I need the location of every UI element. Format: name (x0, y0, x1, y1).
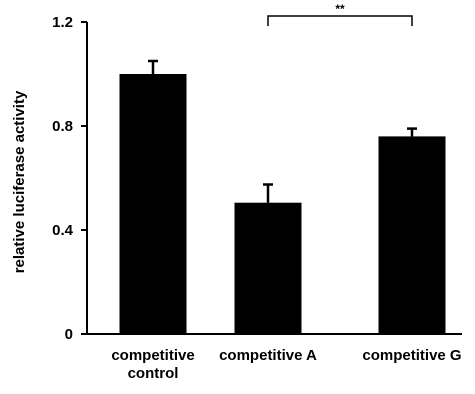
significance-label: ** (335, 2, 345, 16)
bars (119, 74, 446, 334)
y-axis: 0 0.4 0.8 1.2 (52, 14, 88, 343)
y-tick-label: 0 (65, 326, 73, 343)
x-tick-label: competitive G (362, 347, 461, 364)
error-bars (148, 59, 417, 203)
bar (234, 202, 302, 334)
y-axis-title: relative luciferase activity (11, 90, 28, 273)
significance-line (267, 15, 413, 26)
significance-bracket: ** (267, 2, 413, 26)
y-tick-label: 0.4 (52, 222, 74, 239)
bar (378, 136, 446, 334)
x-axis: competitive control competitive A competiti… (87, 333, 462, 382)
y-tick-label: 1.2 (52, 14, 73, 31)
bar (119, 74, 187, 334)
x-tick-label: competitive A (219, 347, 317, 364)
y-tick-label: 0.8 (52, 118, 73, 135)
x-tick-label: competitive control (111, 347, 194, 382)
